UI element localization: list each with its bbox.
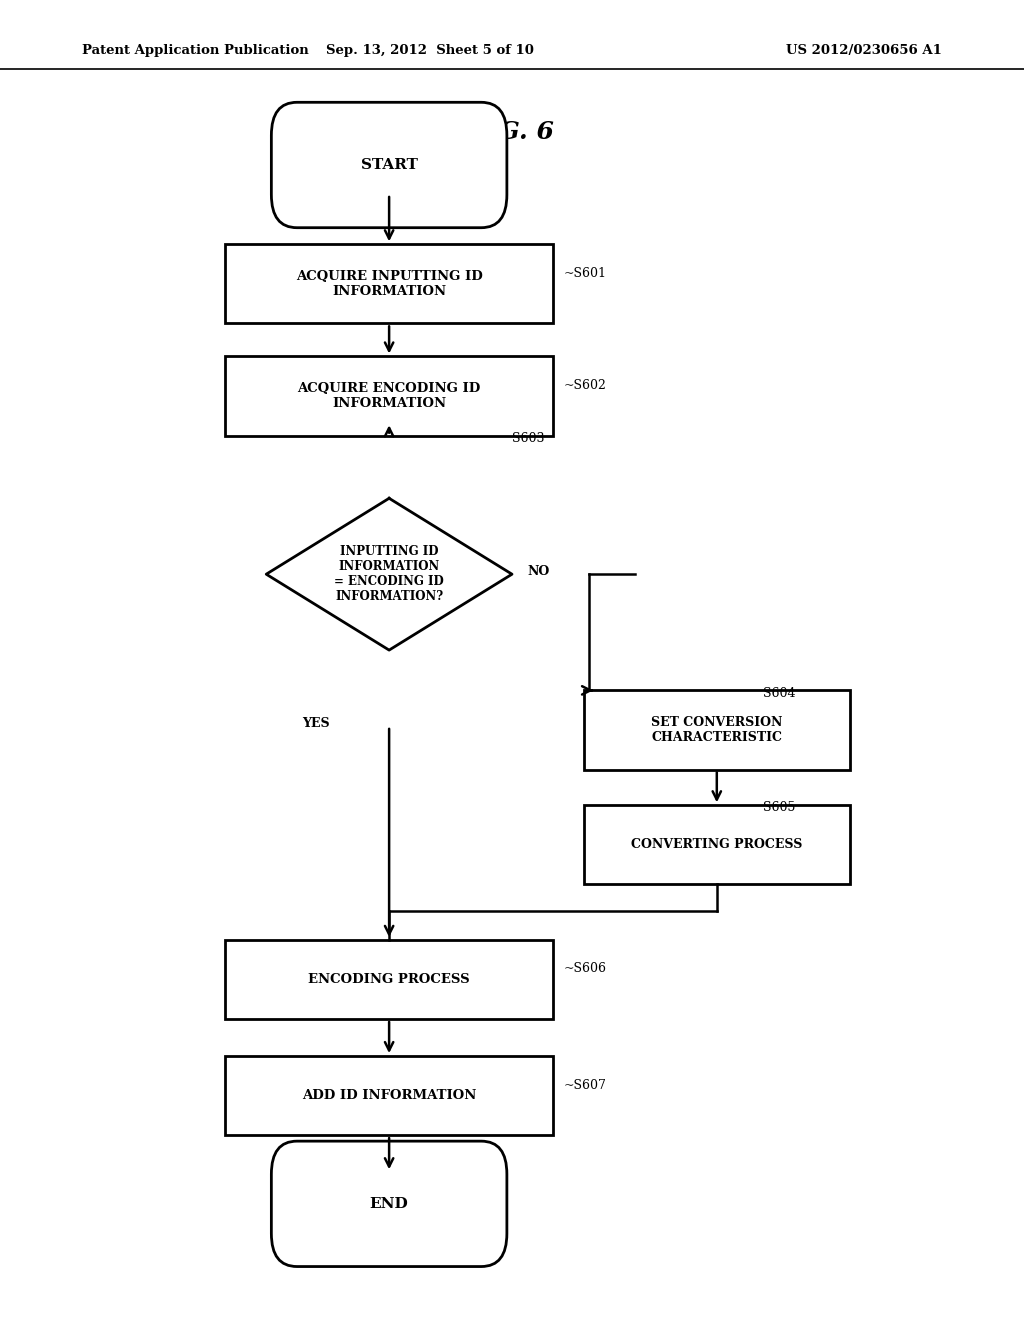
Text: S604: S604: [763, 686, 796, 700]
Text: US 2012/0230656 A1: US 2012/0230656 A1: [786, 44, 942, 57]
Bar: [584, 805, 850, 884]
Text: FIG. 6: FIG. 6: [470, 120, 554, 144]
Text: SET CONVERSION
CHARACTERISTIC: SET CONVERSION CHARACTERISTIC: [651, 715, 782, 744]
Text: Sep. 13, 2012  Sheet 5 of 10: Sep. 13, 2012 Sheet 5 of 10: [326, 44, 535, 57]
Text: S605: S605: [763, 801, 796, 814]
Polygon shape: [266, 499, 512, 651]
FancyBboxPatch shape: [271, 103, 507, 227]
FancyBboxPatch shape: [271, 1140, 507, 1267]
Text: ~S602: ~S602: [563, 379, 606, 392]
Text: ~S601: ~S601: [563, 267, 606, 280]
Text: START: START: [360, 158, 418, 172]
Text: ~S606: ~S606: [563, 962, 606, 975]
Text: NO: NO: [527, 565, 550, 578]
Bar: [225, 244, 553, 323]
Text: ADD ID INFORMATION: ADD ID INFORMATION: [302, 1089, 476, 1102]
Text: Patent Application Publication: Patent Application Publication: [82, 44, 308, 57]
Text: ACQUIRE INPUTTING ID
INFORMATION: ACQUIRE INPUTTING ID INFORMATION: [296, 269, 482, 298]
Text: ENCODING PROCESS: ENCODING PROCESS: [308, 973, 470, 986]
Text: S603: S603: [512, 432, 545, 445]
Bar: [225, 1056, 553, 1135]
Bar: [225, 940, 553, 1019]
Text: INPUTTING ID
INFORMATION
= ENCODING ID
INFORMATION?: INPUTTING ID INFORMATION = ENCODING ID I…: [334, 545, 444, 603]
Text: CONVERTING PROCESS: CONVERTING PROCESS: [631, 838, 803, 851]
Text: YES: YES: [302, 717, 330, 730]
Bar: [225, 356, 553, 436]
Bar: [584, 690, 850, 770]
Text: ~S607: ~S607: [563, 1078, 606, 1092]
Text: ACQUIRE ENCODING ID
INFORMATION: ACQUIRE ENCODING ID INFORMATION: [298, 381, 480, 411]
Text: END: END: [370, 1197, 409, 1210]
